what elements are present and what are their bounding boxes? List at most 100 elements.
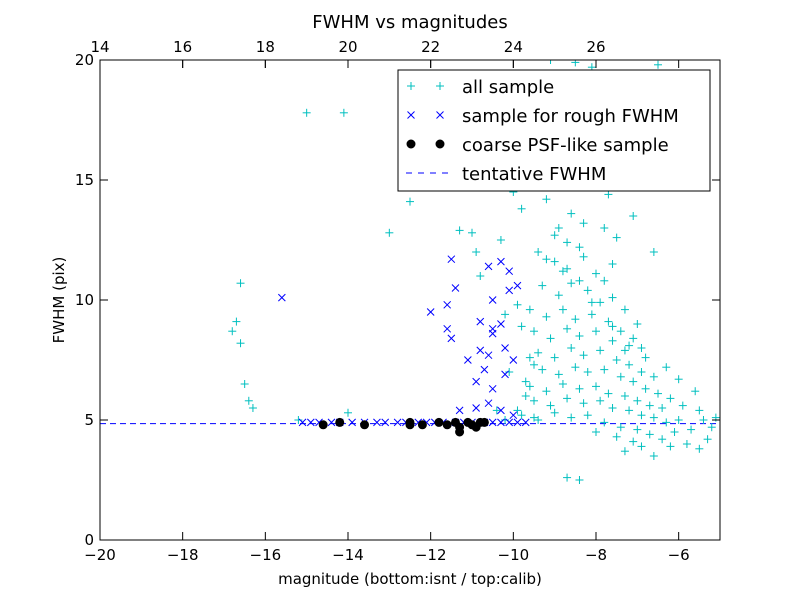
all-sample-point: [550, 408, 559, 417]
all-sample-point: [649, 248, 658, 256]
all-sample-point: [612, 233, 621, 242]
all-sample-point: [534, 348, 543, 357]
all-sample-point: [571, 363, 580, 372]
rough-fwhm-point: [484, 262, 493, 271]
x-tick-label: −10: [498, 546, 530, 564]
legend-symbol-x: [436, 111, 444, 119]
rough-fwhm-point: [472, 404, 480, 412]
all-sample-point: [637, 411, 646, 420]
all-sample-point: [604, 317, 613, 326]
all-sample-point: [658, 404, 667, 412]
all-sample-point: [604, 190, 613, 199]
psf-like-point: [455, 427, 465, 437]
all-sample-point: [703, 435, 712, 444]
legend-symbol-dot: [435, 139, 445, 149]
all-sample-point: [600, 365, 609, 374]
all-sample-point: [583, 411, 592, 420]
rough-fwhm-point: [509, 411, 518, 420]
all-sample-point: [505, 368, 514, 376]
all-sample-point: [248, 404, 257, 412]
all-sample-point: [546, 334, 555, 343]
rough-fwhm-point: [278, 293, 286, 302]
psf-like-point: [405, 420, 415, 430]
all-sample-point: [563, 324, 572, 333]
x-tick-label: −6: [668, 546, 690, 564]
all-sample-point: [517, 322, 526, 331]
rough-fwhm-point: [497, 406, 505, 415]
all-sample-point: [567, 209, 576, 218]
all-sample-point: [521, 392, 530, 400]
all-sample-point: [616, 423, 625, 432]
all-sample-point: [538, 365, 547, 374]
legend-symbol-dot: [406, 139, 416, 149]
all-sample-point: [406, 197, 414, 206]
all-sample-point: [525, 305, 534, 314]
all-sample-point: [633, 396, 642, 405]
all-sample-point: [575, 276, 584, 285]
all-sample-point: [542, 387, 551, 396]
rough-fwhm-point: [521, 418, 530, 427]
all-sample-point: [687, 425, 696, 434]
all-sample-point: [637, 344, 646, 352]
rough-fwhm-point: [484, 399, 493, 408]
rough-fwhm-point: [348, 418, 356, 427]
all-sample-point: [596, 346, 605, 355]
all-sample-point: [302, 108, 311, 117]
all-sample-point: [517, 204, 526, 213]
all-sample-point: [244, 396, 253, 405]
all-sample-point: [637, 442, 646, 451]
all-sample-point: [563, 394, 572, 403]
rough-fwhm-point: [472, 377, 480, 386]
plot-area: [100, 60, 720, 484]
x-tick-label: −12: [415, 546, 447, 564]
all-sample-point: [608, 322, 617, 331]
rough-fwhm-point: [476, 346, 485, 355]
all-sample-point: [674, 375, 683, 384]
all-sample-point: [691, 387, 700, 396]
all-sample-point: [641, 353, 650, 362]
all-sample-point: [629, 212, 638, 220]
rough-fwhm-point: [381, 418, 390, 427]
all-sample-point: [579, 252, 588, 261]
all-sample-point: [625, 341, 634, 350]
all-sample-point: [575, 384, 584, 393]
rough-fwhm-point: [447, 255, 456, 264]
all-sample-point: [538, 281, 547, 290]
y-tick-label: 20: [75, 51, 94, 69]
rough-fwhm-point: [426, 308, 435, 316]
all-sample-point: [699, 416, 708, 424]
legend-symbol-plus: [407, 82, 415, 90]
all-sample-point: [294, 416, 303, 424]
all-sample-point: [662, 363, 671, 372]
y-axis-label: FWHM (pix): [50, 257, 68, 344]
all-sample-point: [707, 423, 716, 432]
all-sample-point: [542, 312, 551, 321]
all-sample-point: [567, 279, 576, 288]
all-sample-point: [612, 432, 621, 441]
all-sample-point: [633, 320, 642, 328]
legend-label-all-sample: all sample: [462, 77, 554, 98]
all-sample-point: [558, 267, 567, 276]
all-sample-point: [641, 384, 650, 393]
legend-symbol-plus: [436, 82, 444, 90]
all-sample-point: [571, 315, 580, 324]
all-sample-point: [695, 444, 704, 453]
rough-fwhm-point: [443, 324, 452, 333]
rough-fwhm-point: [464, 356, 472, 364]
rough-fwhm-point: [393, 418, 402, 427]
all-sample-point: [649, 372, 658, 381]
all-sample-point: [236, 279, 245, 288]
rough-fwhm-point: [505, 286, 514, 295]
legend-label-tentative-fwhm: tentative FWHM: [462, 164, 606, 185]
all-sample-point: [604, 389, 613, 398]
all-sample-point: [637, 368, 646, 376]
all-sample-point: [654, 389, 662, 398]
all-sample-point: [521, 377, 530, 386]
all-sample-point: [501, 416, 510, 424]
y-tick-label: 5: [84, 411, 94, 429]
top-x-tick-label: 14: [90, 38, 109, 56]
all-sample-point: [476, 272, 485, 280]
all-sample-point: [579, 351, 588, 360]
all-sample-point: [625, 406, 634, 415]
